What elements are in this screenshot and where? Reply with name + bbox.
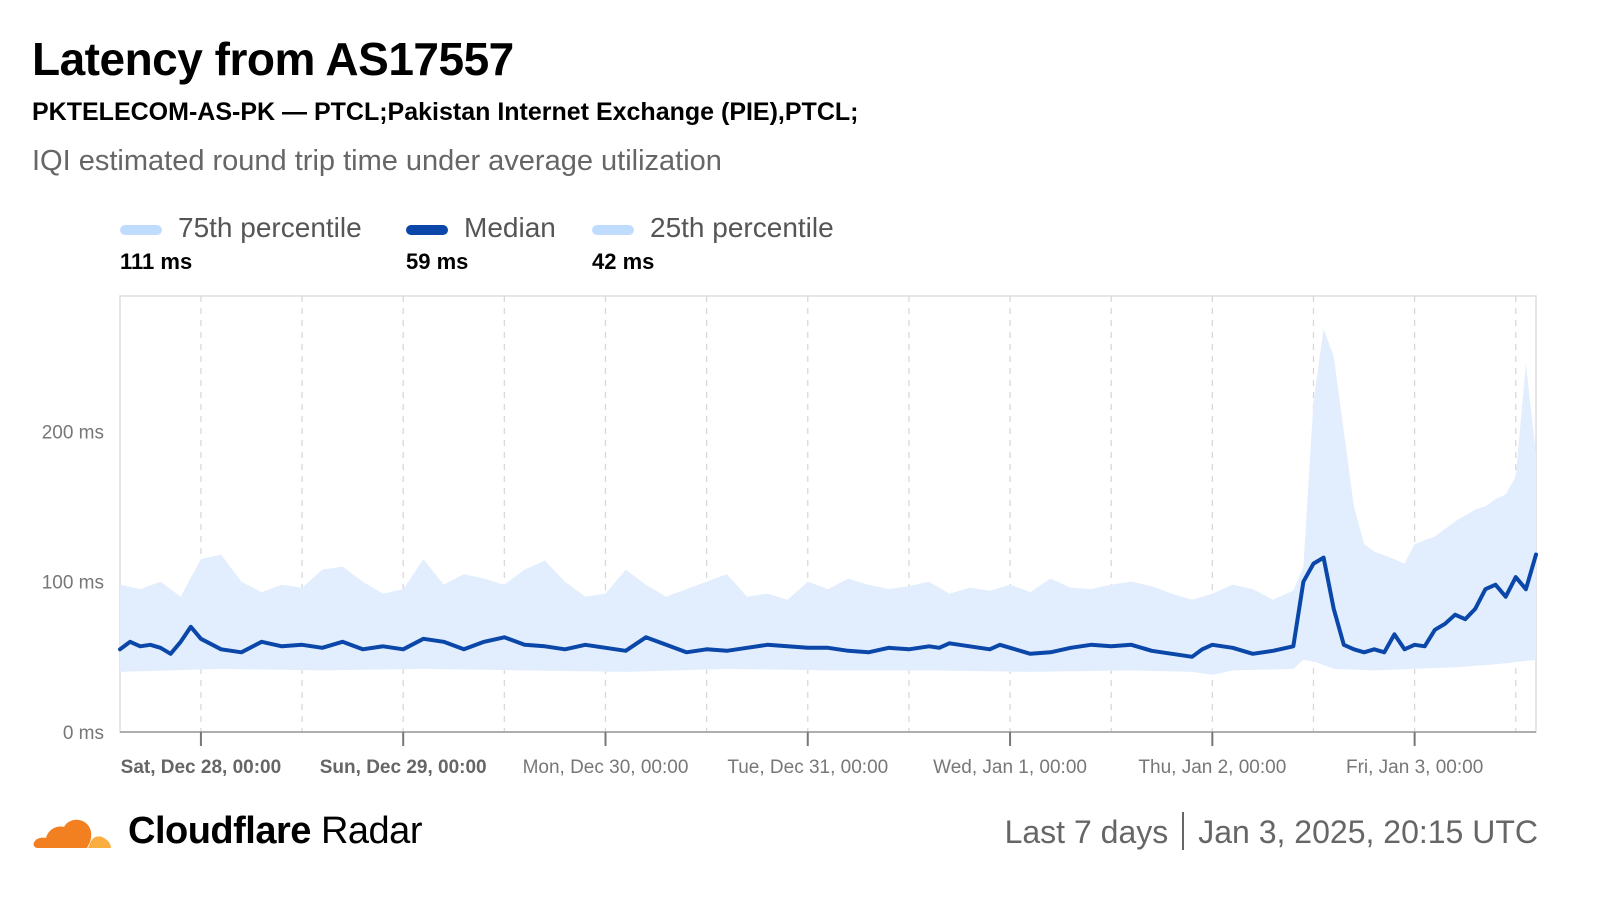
- x-tick-label: Sat, Dec 28, 00:00: [121, 757, 282, 778]
- timestamp: Jan 3, 2025, 20:15 UTC: [1198, 814, 1538, 850]
- footer-info: Last 7 days Jan 3, 2025, 20:15 UTC: [1005, 812, 1538, 851]
- brand-name-bold: Cloudflare: [128, 810, 311, 852]
- median-line: [118, 552, 1538, 659]
- brand-name-light: Radar: [320, 810, 423, 852]
- legend: 75th percentile 111 ms Median 59 ms 25th…: [0, 212, 1600, 282]
- legend-label-median: Median: [464, 212, 556, 243]
- x-tick-label: Fri, Jan 3, 00:00: [1346, 757, 1483, 778]
- legend-value-p25: 42 ms: [592, 249, 655, 274]
- footer-separator: [1182, 812, 1185, 850]
- legend-value-median: 59 ms: [406, 249, 469, 274]
- cloudflare-logo-icon: [33, 819, 111, 848]
- x-tick-label: Thu, Jan 2, 00:00: [1138, 757, 1286, 778]
- y-tick-label: 200 ms: [42, 422, 104, 443]
- chart-description: IQI estimated round trip time under aver…: [32, 145, 722, 177]
- legend-swatch-p25: [592, 225, 634, 235]
- legend-label-p25: 25th percentile: [650, 212, 834, 243]
- y-tick-label: 100 ms: [42, 573, 104, 594]
- y-tick-label: 0 ms: [63, 723, 104, 744]
- chart-subtitle: PKTELECOM-AS-PK — PTCL;Pakistan Internet…: [32, 98, 859, 126]
- latency-chart[interactable]: 0 ms 100 ms 200 ms Sat, Dec 28, 00:00 Sun, D…: [0, 0, 1600, 800]
- x-tick-label: Mon, Dec 30, 00:00: [523, 757, 689, 778]
- legend-swatch-p75: [120, 225, 162, 235]
- brand-name: Cloudflare Radar: [128, 810, 422, 853]
- legend-label-p75: 75th percentile: [178, 212, 362, 243]
- x-tick-label: Tue, Dec 31, 00:00: [727, 757, 888, 778]
- legend-swatch-median: [406, 225, 448, 235]
- time-range: Last 7 days: [1004, 814, 1169, 850]
- legend-value-p75: 111 ms: [120, 249, 193, 274]
- x-tick-label: Sun, Dec 29, 00:00: [320, 757, 487, 778]
- percentile-band-area: [120, 329, 1536, 675]
- chart-title: Latency from AS17557: [32, 33, 514, 85]
- x-tick-label: Wed, Jan 1, 00:00: [933, 757, 1087, 778]
